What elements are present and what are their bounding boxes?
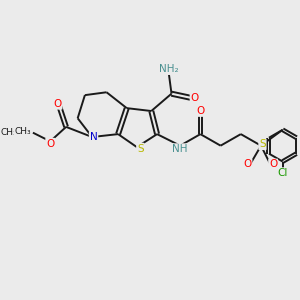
Text: O: O	[53, 99, 62, 109]
Text: CH₃: CH₃	[14, 127, 31, 136]
Text: O: O	[243, 159, 252, 170]
Text: Cl: Cl	[278, 168, 288, 178]
Text: S: S	[137, 144, 144, 154]
Text: NH: NH	[172, 144, 188, 154]
Text: O: O	[20, 128, 28, 138]
Text: O: O	[190, 93, 199, 103]
Text: CH₃: CH₃	[0, 128, 17, 137]
Text: O: O	[46, 139, 54, 148]
Text: S: S	[259, 139, 266, 149]
Text: N: N	[90, 132, 98, 142]
Text: O: O	[269, 159, 277, 170]
Text: NH₂: NH₂	[159, 64, 178, 74]
Text: O: O	[196, 106, 205, 116]
